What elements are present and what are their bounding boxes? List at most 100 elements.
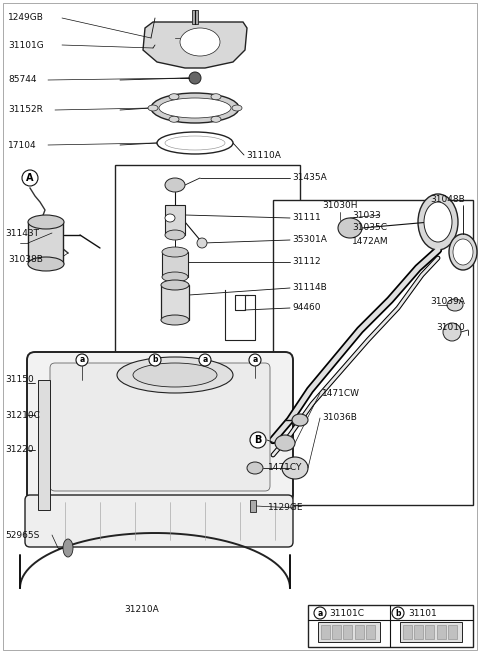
Polygon shape bbox=[143, 22, 247, 68]
Ellipse shape bbox=[453, 239, 473, 265]
Text: a: a bbox=[317, 609, 323, 618]
Text: 1471CY: 1471CY bbox=[268, 464, 302, 473]
Text: 31112: 31112 bbox=[292, 257, 321, 266]
Ellipse shape bbox=[418, 194, 458, 250]
Ellipse shape bbox=[449, 234, 477, 270]
Ellipse shape bbox=[211, 94, 221, 100]
Text: 31435A: 31435A bbox=[292, 174, 327, 182]
Ellipse shape bbox=[424, 202, 452, 242]
Ellipse shape bbox=[165, 136, 225, 150]
Bar bbox=[425, 625, 434, 639]
Bar bbox=[366, 625, 375, 639]
Ellipse shape bbox=[162, 272, 188, 282]
Circle shape bbox=[199, 354, 211, 366]
Text: 94460: 94460 bbox=[292, 304, 321, 313]
Ellipse shape bbox=[117, 357, 233, 393]
Ellipse shape bbox=[275, 435, 295, 451]
Text: B: B bbox=[254, 435, 262, 445]
Bar bbox=[308, 605, 473, 647]
Text: 85744: 85744 bbox=[8, 76, 36, 84]
Text: 31035C: 31035C bbox=[352, 223, 387, 232]
Ellipse shape bbox=[189, 72, 201, 84]
Ellipse shape bbox=[197, 238, 207, 248]
Text: 31150: 31150 bbox=[5, 375, 34, 385]
Text: a: a bbox=[79, 355, 84, 364]
Text: a: a bbox=[252, 355, 258, 364]
Text: 31143T: 31143T bbox=[5, 229, 39, 238]
Ellipse shape bbox=[211, 116, 221, 122]
Bar bbox=[161, 285, 189, 320]
Text: A: A bbox=[26, 173, 34, 183]
Bar bbox=[162, 252, 188, 277]
Ellipse shape bbox=[161, 315, 189, 325]
Ellipse shape bbox=[180, 28, 220, 56]
Ellipse shape bbox=[148, 105, 158, 111]
Ellipse shape bbox=[169, 116, 179, 122]
Bar bbox=[355, 625, 364, 639]
Text: 31110A: 31110A bbox=[246, 150, 281, 159]
Text: 31030H: 31030H bbox=[322, 200, 358, 210]
Bar bbox=[165, 205, 185, 235]
Text: 31152R: 31152R bbox=[8, 106, 43, 114]
Text: 31210A: 31210A bbox=[125, 605, 159, 614]
Ellipse shape bbox=[165, 230, 185, 240]
Bar bbox=[414, 625, 423, 639]
Text: 31111: 31111 bbox=[292, 214, 321, 223]
Text: 31101C: 31101C bbox=[329, 609, 364, 618]
Text: 17104: 17104 bbox=[8, 140, 36, 150]
Bar bbox=[273, 200, 473, 505]
Text: 31038B: 31038B bbox=[8, 255, 43, 264]
Circle shape bbox=[149, 354, 161, 366]
Text: b: b bbox=[152, 355, 158, 364]
Ellipse shape bbox=[165, 214, 175, 222]
Bar bbox=[318, 622, 380, 642]
Ellipse shape bbox=[159, 98, 231, 118]
Text: 31220: 31220 bbox=[5, 445, 34, 454]
Text: a: a bbox=[203, 355, 208, 364]
Bar bbox=[38, 380, 50, 510]
Bar bbox=[250, 500, 256, 512]
Circle shape bbox=[314, 607, 326, 619]
Ellipse shape bbox=[232, 105, 242, 111]
Text: 52965S: 52965S bbox=[5, 530, 39, 539]
Ellipse shape bbox=[63, 539, 73, 557]
Circle shape bbox=[22, 170, 38, 186]
Bar bbox=[400, 622, 462, 642]
FancyBboxPatch shape bbox=[27, 352, 293, 503]
Text: 31010: 31010 bbox=[436, 323, 465, 332]
Text: 31033: 31033 bbox=[352, 210, 381, 219]
Ellipse shape bbox=[282, 457, 308, 479]
Ellipse shape bbox=[443, 323, 461, 341]
Text: 31048B: 31048B bbox=[430, 195, 465, 204]
Circle shape bbox=[250, 432, 266, 448]
FancyBboxPatch shape bbox=[50, 363, 270, 491]
Ellipse shape bbox=[247, 462, 263, 474]
Text: b: b bbox=[395, 609, 401, 618]
Bar bbox=[28, 222, 63, 264]
Text: 1249GB: 1249GB bbox=[8, 14, 44, 22]
Bar bbox=[403, 625, 412, 639]
Ellipse shape bbox=[447, 299, 463, 311]
Text: 31101G: 31101G bbox=[8, 40, 44, 50]
Ellipse shape bbox=[292, 414, 308, 426]
FancyBboxPatch shape bbox=[25, 495, 293, 547]
Text: 31101: 31101 bbox=[408, 609, 437, 618]
Text: 1472AM: 1472AM bbox=[352, 238, 389, 246]
Ellipse shape bbox=[151, 93, 239, 123]
Text: 31210C: 31210C bbox=[5, 411, 40, 419]
Bar bbox=[192, 10, 198, 24]
Bar bbox=[343, 625, 352, 639]
Bar bbox=[448, 625, 457, 639]
Ellipse shape bbox=[169, 94, 179, 100]
Bar bbox=[437, 625, 445, 639]
Bar bbox=[115, 165, 300, 360]
Text: 35301A: 35301A bbox=[292, 236, 327, 244]
Ellipse shape bbox=[133, 363, 217, 387]
Text: 31036B: 31036B bbox=[322, 413, 357, 422]
Ellipse shape bbox=[161, 280, 189, 290]
Ellipse shape bbox=[28, 257, 64, 271]
Ellipse shape bbox=[165, 178, 185, 192]
Ellipse shape bbox=[28, 215, 64, 229]
Text: 31039A: 31039A bbox=[430, 298, 465, 306]
Ellipse shape bbox=[338, 218, 362, 238]
